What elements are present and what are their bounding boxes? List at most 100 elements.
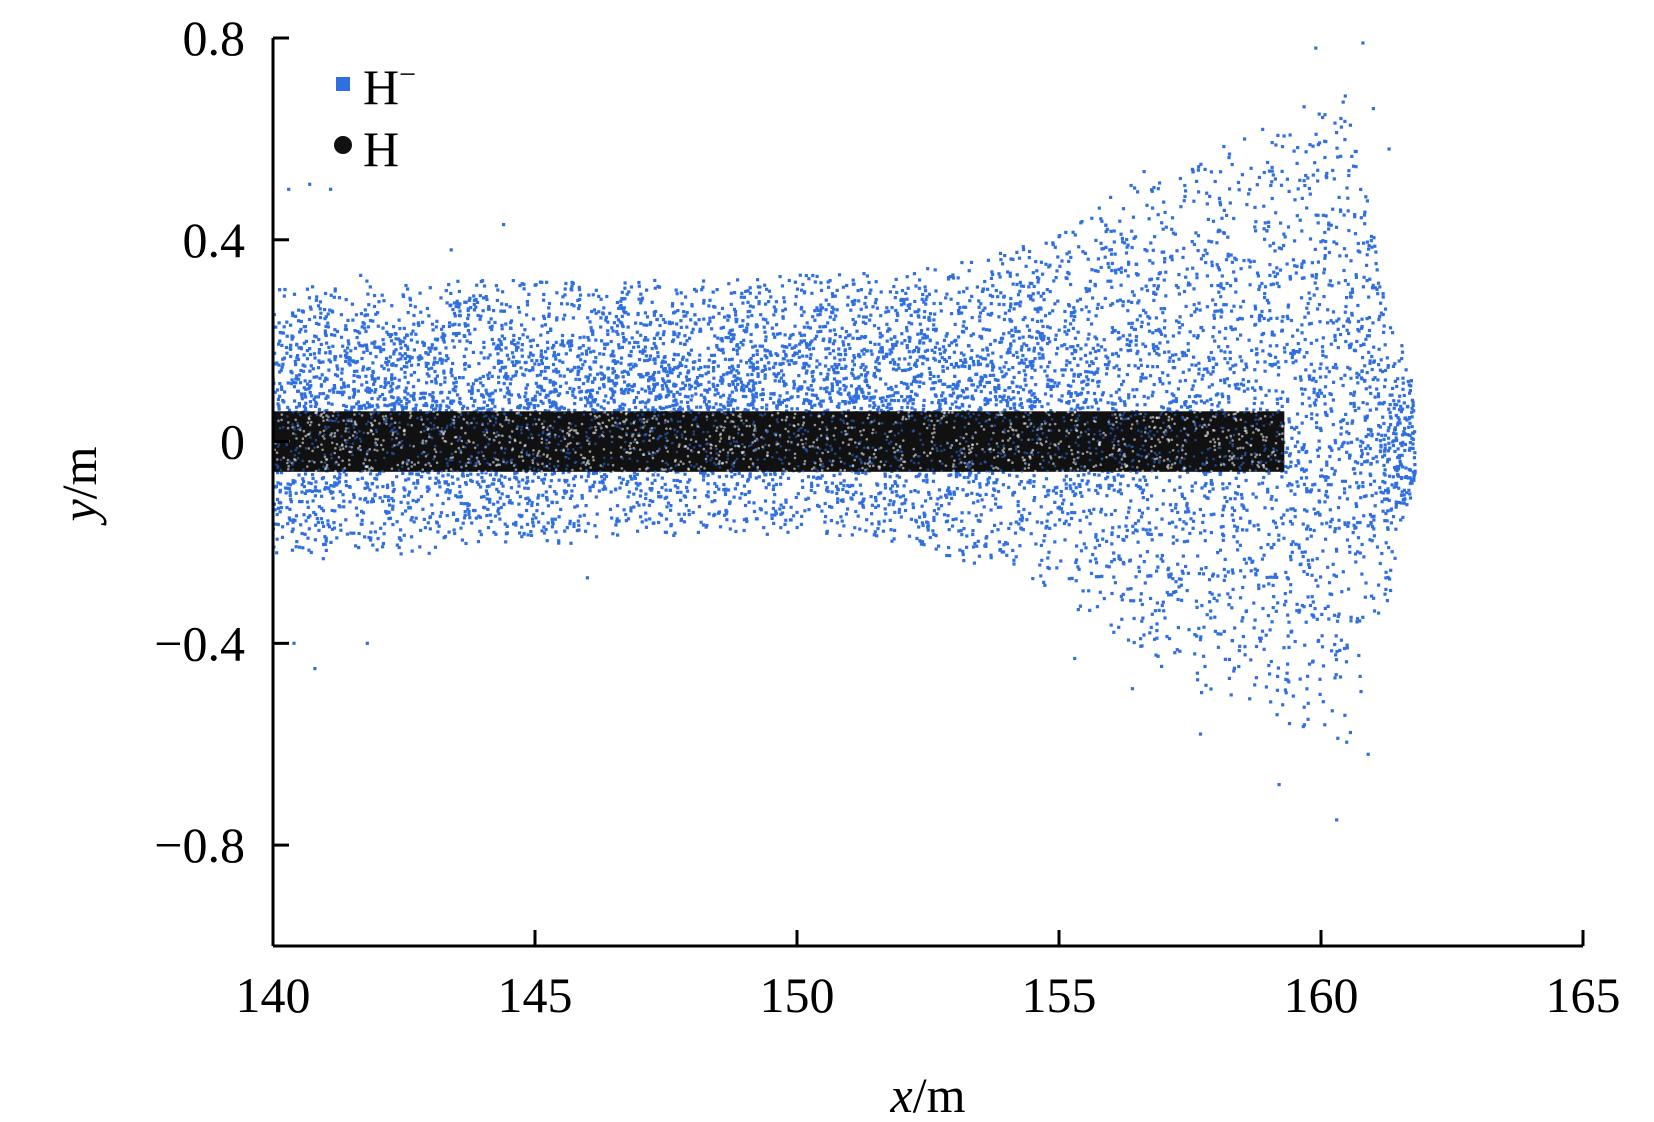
h-minus-point bbox=[336, 367, 340, 371]
h-minus-point bbox=[1291, 507, 1295, 511]
h-minus-point bbox=[1249, 166, 1253, 170]
h-minus-point bbox=[1060, 344, 1064, 348]
h-minus-point bbox=[1345, 186, 1349, 190]
h-minus-point bbox=[741, 394, 745, 398]
h-minus-point bbox=[1076, 608, 1080, 612]
h-minus-point bbox=[626, 391, 630, 395]
h-minus-point bbox=[1343, 479, 1348, 483]
h-minus-point bbox=[486, 507, 490, 511]
h-minus-point bbox=[639, 375, 643, 379]
h-minus-point bbox=[1112, 475, 1116, 479]
h-minus-point bbox=[773, 335, 777, 339]
h-minus-point bbox=[740, 324, 744, 328]
h-minus-point bbox=[1053, 302, 1057, 306]
h-minus-point bbox=[422, 343, 426, 347]
h-minus-point bbox=[1130, 325, 1134, 329]
h-minus-point bbox=[441, 501, 445, 506]
h-minus-point bbox=[1070, 511, 1074, 515]
h-minus-point bbox=[637, 373, 641, 377]
h-minus-point bbox=[1391, 475, 1395, 479]
h-minus-point bbox=[1239, 382, 1243, 386]
h-minus-point bbox=[1035, 520, 1039, 524]
h-minus-point bbox=[275, 551, 279, 555]
h-minus-point bbox=[1219, 349, 1223, 353]
h-minus-point bbox=[357, 407, 361, 411]
h-minus-point bbox=[1267, 532, 1271, 537]
h-minus-point bbox=[888, 499, 892, 503]
h-minus-point bbox=[583, 404, 588, 408]
h-minus-point bbox=[1319, 468, 1323, 472]
h-minus-point bbox=[631, 389, 635, 393]
h-minus-point bbox=[898, 495, 903, 499]
h-minus-point bbox=[1350, 421, 1354, 425]
h-minus-point bbox=[580, 352, 584, 356]
h-minus-point bbox=[481, 374, 485, 379]
h-minus-point bbox=[1061, 373, 1065, 377]
h-minus-point bbox=[1195, 272, 1199, 276]
h-minus-point bbox=[1408, 441, 1412, 445]
h-minus-point bbox=[712, 376, 716, 380]
h-minus-point bbox=[1177, 320, 1181, 324]
h-minus-point bbox=[1185, 267, 1189, 271]
h-minus-point bbox=[724, 474, 729, 478]
h-minus-point bbox=[1289, 554, 1293, 558]
h-minus-point bbox=[1017, 370, 1021, 375]
h-minus-point bbox=[1158, 341, 1162, 345]
h-minus-point bbox=[353, 346, 358, 350]
h-minus-point bbox=[1099, 507, 1104, 511]
h-minus-point bbox=[1370, 515, 1374, 519]
h-minus-point bbox=[500, 492, 504, 496]
h-minus-point bbox=[855, 329, 859, 333]
h-minus-point bbox=[1267, 471, 1271, 475]
h-minus-point bbox=[482, 356, 486, 360]
h-minus-point bbox=[299, 319, 303, 323]
h-minus-point bbox=[520, 343, 524, 347]
h-minus-point bbox=[479, 495, 484, 499]
h-minus-point bbox=[441, 325, 445, 329]
h-minus-point bbox=[1136, 190, 1140, 194]
h-minus-point bbox=[601, 311, 605, 315]
h-minus-point bbox=[928, 535, 932, 540]
h-minus-point bbox=[381, 499, 385, 503]
h-minus-point bbox=[544, 395, 548, 399]
h-minus-point bbox=[1317, 446, 1322, 450]
h-minus-point bbox=[884, 382, 888, 386]
h-minus-point bbox=[346, 318, 350, 322]
h-minus-point bbox=[1403, 426, 1407, 430]
h-minus-point bbox=[346, 384, 350, 388]
h-minus-point bbox=[1121, 334, 1125, 338]
h-minus-point bbox=[647, 387, 651, 391]
h-minus-point bbox=[1337, 612, 1341, 616]
h-minus-point bbox=[986, 312, 990, 316]
h-minus-point bbox=[707, 358, 711, 362]
h-minus-point bbox=[616, 408, 620, 412]
h-minus-point bbox=[1325, 366, 1329, 370]
h-minus-point bbox=[696, 384, 700, 388]
h-minus-point bbox=[1294, 464, 1298, 468]
h-minus-point bbox=[293, 399, 297, 403]
h-minus-point bbox=[771, 478, 775, 482]
h-minus-point bbox=[1096, 367, 1100, 371]
h-minus-point bbox=[652, 382, 656, 387]
h-minus-point bbox=[1011, 390, 1015, 394]
h-minus-point bbox=[602, 352, 606, 356]
h-minus-point bbox=[1304, 476, 1309, 480]
h-minus-point bbox=[1044, 526, 1048, 530]
h-minus-point bbox=[1343, 491, 1347, 495]
h-minus-point bbox=[1382, 421, 1386, 426]
h-minus-point bbox=[1319, 428, 1323, 433]
h-minus-point bbox=[1205, 191, 1209, 195]
h-minus-point bbox=[870, 503, 874, 507]
h-minus-point bbox=[1048, 263, 1052, 267]
h-minus-point bbox=[1402, 401, 1406, 405]
h-minus-point bbox=[1095, 605, 1099, 609]
h-minus-point bbox=[640, 387, 644, 391]
h-minus-point bbox=[546, 521, 550, 525]
h-minus-point bbox=[932, 518, 936, 522]
h-minus-point bbox=[1319, 391, 1324, 395]
h-minus-point bbox=[724, 512, 728, 516]
h-minus-point bbox=[1093, 473, 1097, 477]
h-minus-point bbox=[961, 549, 965, 553]
h-minus-point bbox=[1053, 381, 1057, 385]
h-minus-point bbox=[526, 486, 530, 490]
